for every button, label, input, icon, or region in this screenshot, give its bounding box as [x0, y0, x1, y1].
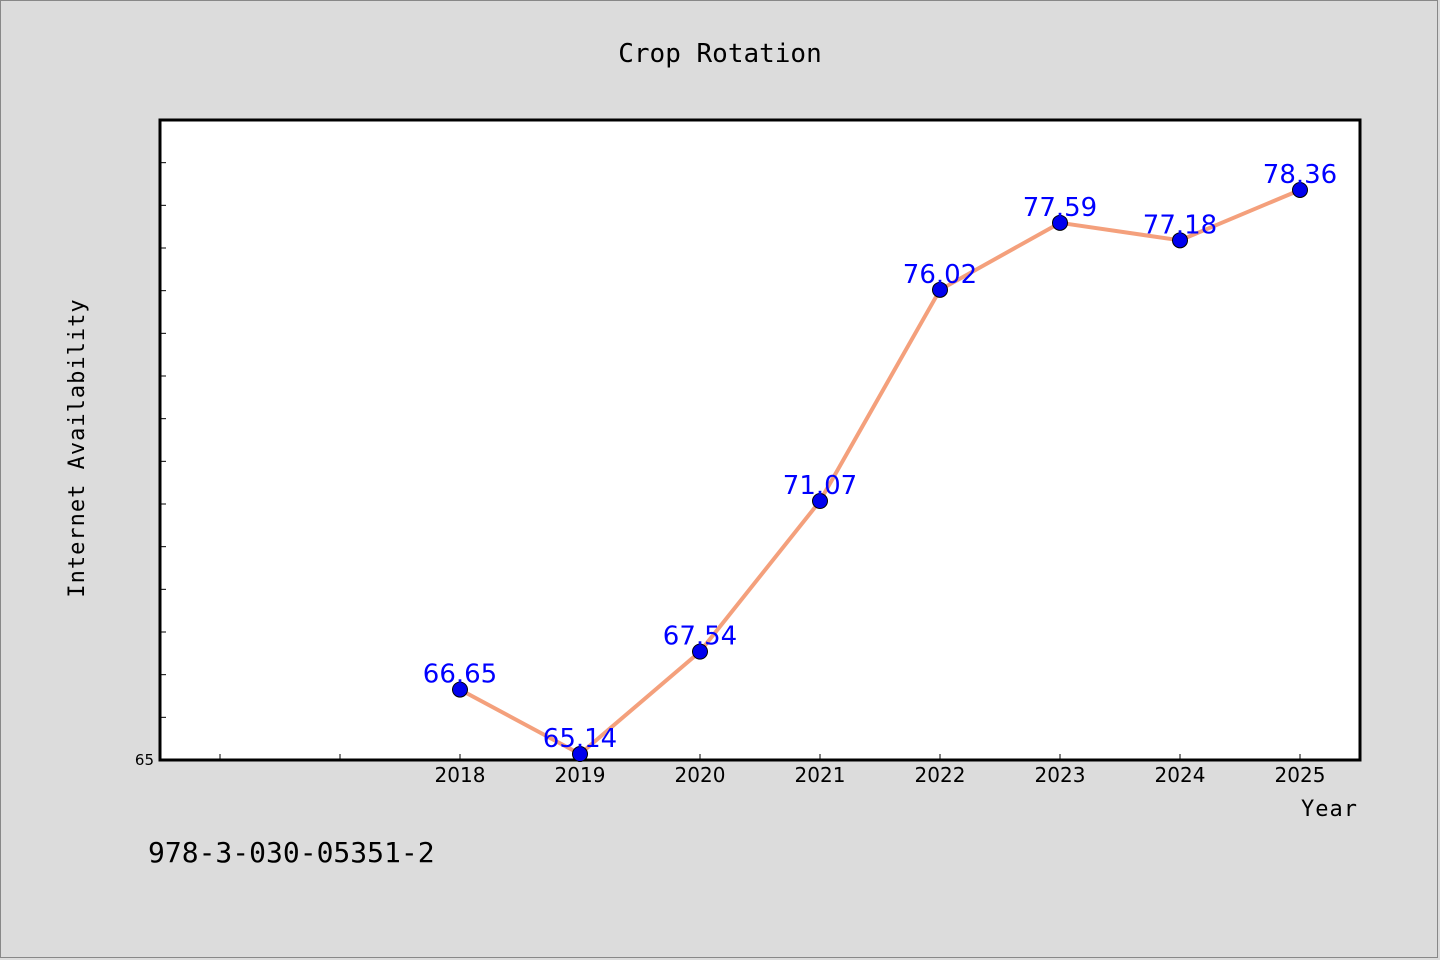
data-label: 67.54	[663, 622, 737, 652]
data-label: 78.36	[1263, 160, 1337, 190]
y-axis-label: Internet Availability	[65, 298, 90, 597]
footer-isbn: 978-3-030-05351-2	[148, 836, 435, 869]
data-label: 77.59	[1023, 193, 1097, 223]
data-label: 71.07	[783, 471, 857, 501]
data-point	[1292, 181, 1308, 198]
x-tick-label: 2024	[1155, 763, 1206, 787]
y-axis-ticks: 65	[135, 162, 166, 769]
y-tick-label: 65	[135, 751, 154, 769]
x-tick-label: 2022	[915, 763, 966, 787]
data-point	[1052, 214, 1068, 231]
x-axis-label: Year	[1301, 797, 1358, 822]
series-line	[459, 188, 1301, 757]
data-labels: 66.65 65.14 67.54 71.07 76.02 77.59 77.18 78.36	[423, 160, 1337, 754]
x-tick-label: 2019	[555, 763, 606, 787]
data-point	[1172, 232, 1188, 249]
data-point	[932, 281, 948, 298]
data-label: 76.02	[903, 260, 977, 290]
x-tick-label: 2021	[795, 763, 846, 787]
plot-area	[158, 118, 1362, 762]
data-point	[812, 493, 828, 510]
data-label: 77.18	[1143, 210, 1217, 240]
data-point	[572, 746, 588, 763]
data-label: 66.65	[423, 660, 497, 690]
x-tick-label: 2023	[1035, 763, 1086, 787]
data-markers	[452, 181, 1308, 763]
x-tick-label: 2025	[1275, 763, 1326, 787]
x-tick-label: 2020	[675, 763, 726, 787]
data-point	[452, 681, 468, 698]
x-axis-ticks: 2018 2019 2020 2021 2022 2023 2024 2025	[219, 754, 1326, 787]
chart-title: Crop Rotation	[618, 39, 822, 69]
x-tick-label: 2018	[435, 763, 486, 787]
data-label: 65.14	[543, 724, 617, 754]
data-point	[692, 643, 708, 660]
